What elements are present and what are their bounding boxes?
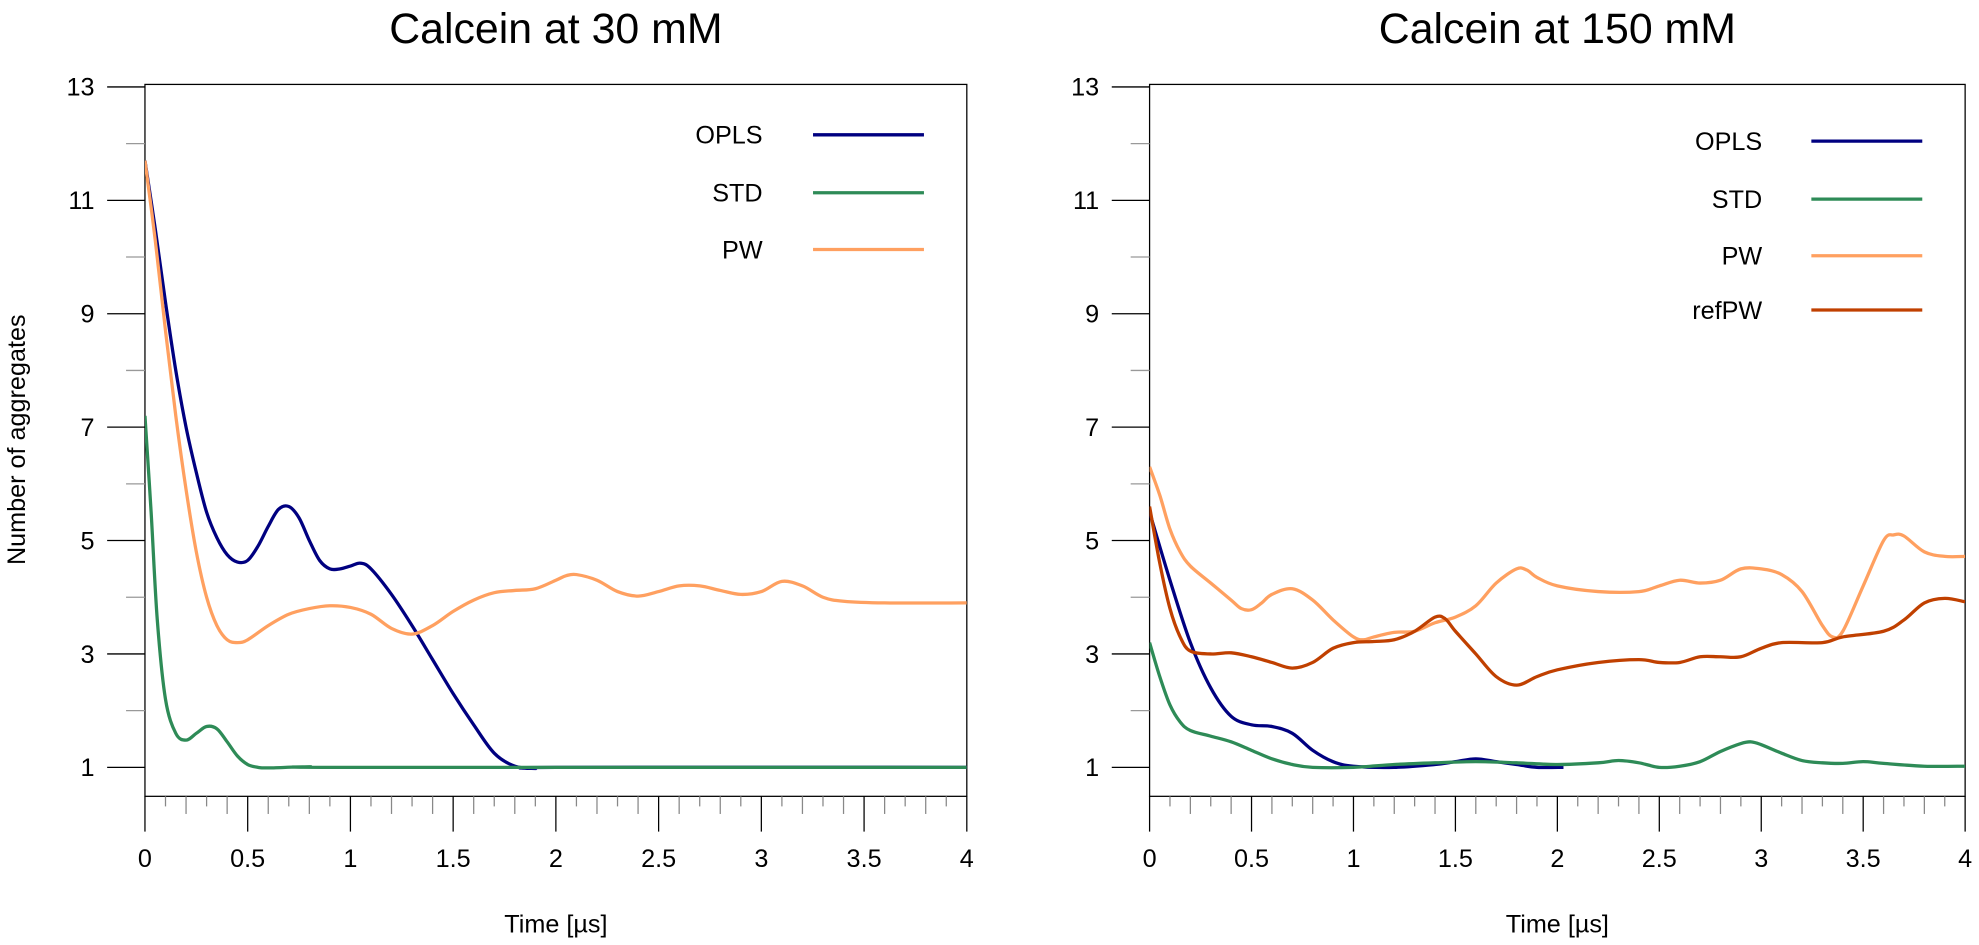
y-axis-label: Number of aggregates bbox=[3, 314, 31, 565]
x-tick-label: 0.5 bbox=[1234, 845, 1269, 873]
series-line-pw bbox=[144, 160, 967, 645]
y-tick-label: 11 bbox=[68, 187, 94, 215]
y-tick-label: 9 bbox=[81, 301, 95, 329]
y-tick-label: 1 bbox=[1085, 754, 1099, 782]
y-tick-label: 13 bbox=[67, 74, 95, 102]
plot-frame bbox=[1148, 83, 1966, 797]
y-tick-label: 13 bbox=[1071, 74, 1099, 102]
series-line-std bbox=[144, 415, 967, 770]
x-tick-label: 1 bbox=[1346, 845, 1360, 873]
x-tick-label: 3.5 bbox=[1846, 845, 1881, 873]
x-axis-label: Time [µs] bbox=[504, 910, 607, 938]
x-tick-label: 2 bbox=[1550, 845, 1564, 873]
x-tick-label: 3.5 bbox=[847, 845, 882, 873]
legend-label: OPLS bbox=[695, 122, 762, 150]
x-tick-label: 0 bbox=[138, 845, 152, 873]
legend-label: PW bbox=[1722, 243, 1763, 271]
chart-title: Calcein at 30 mM bbox=[389, 5, 722, 53]
y-tick-label: 5 bbox=[1085, 527, 1099, 555]
series-line-refpw bbox=[1149, 506, 1966, 687]
series-line-std bbox=[1149, 642, 1966, 770]
x-tick-label: 1.5 bbox=[1438, 845, 1473, 873]
x-tick-label: 3 bbox=[1754, 845, 1768, 873]
series-line-opls bbox=[144, 160, 967, 771]
x-axis-label: Time [µs] bbox=[1506, 910, 1609, 938]
y-tick-label: 11 bbox=[1073, 187, 1099, 215]
legend-label: refPW bbox=[1692, 297, 1762, 325]
y-tick-label: 9 bbox=[1085, 301, 1099, 329]
y-tick-label: 1 bbox=[81, 754, 95, 782]
x-tick-label: 0 bbox=[1143, 845, 1157, 873]
x-tick-label: 3 bbox=[754, 845, 768, 873]
x-tick-label: 4 bbox=[1958, 845, 1972, 873]
legend-label: OPLS bbox=[1695, 128, 1762, 156]
x-tick-label: 2.5 bbox=[641, 845, 676, 873]
x-tick-label: 2 bbox=[549, 845, 563, 873]
y-tick-label: 7 bbox=[1085, 414, 1099, 442]
legend-label: STD bbox=[712, 180, 762, 208]
x-tick-label: 2.5 bbox=[1642, 845, 1677, 873]
x-tick-label: 0.5 bbox=[230, 845, 265, 873]
y-tick-label: 5 bbox=[81, 527, 95, 555]
legend-label: PW bbox=[722, 236, 763, 264]
x-tick-label: 1 bbox=[343, 845, 357, 873]
chart-title: Calcein at 150 mM bbox=[1379, 5, 1736, 53]
legend-label: STD bbox=[1712, 186, 1762, 214]
x-tick-label: 1.5 bbox=[436, 845, 471, 873]
y-tick-label: 3 bbox=[1085, 641, 1099, 669]
x-tick-label: 4 bbox=[960, 845, 974, 873]
y-tick-label: 7 bbox=[81, 414, 95, 442]
series-line-pw bbox=[1149, 466, 1966, 642]
y-tick-label: 3 bbox=[81, 641, 95, 669]
